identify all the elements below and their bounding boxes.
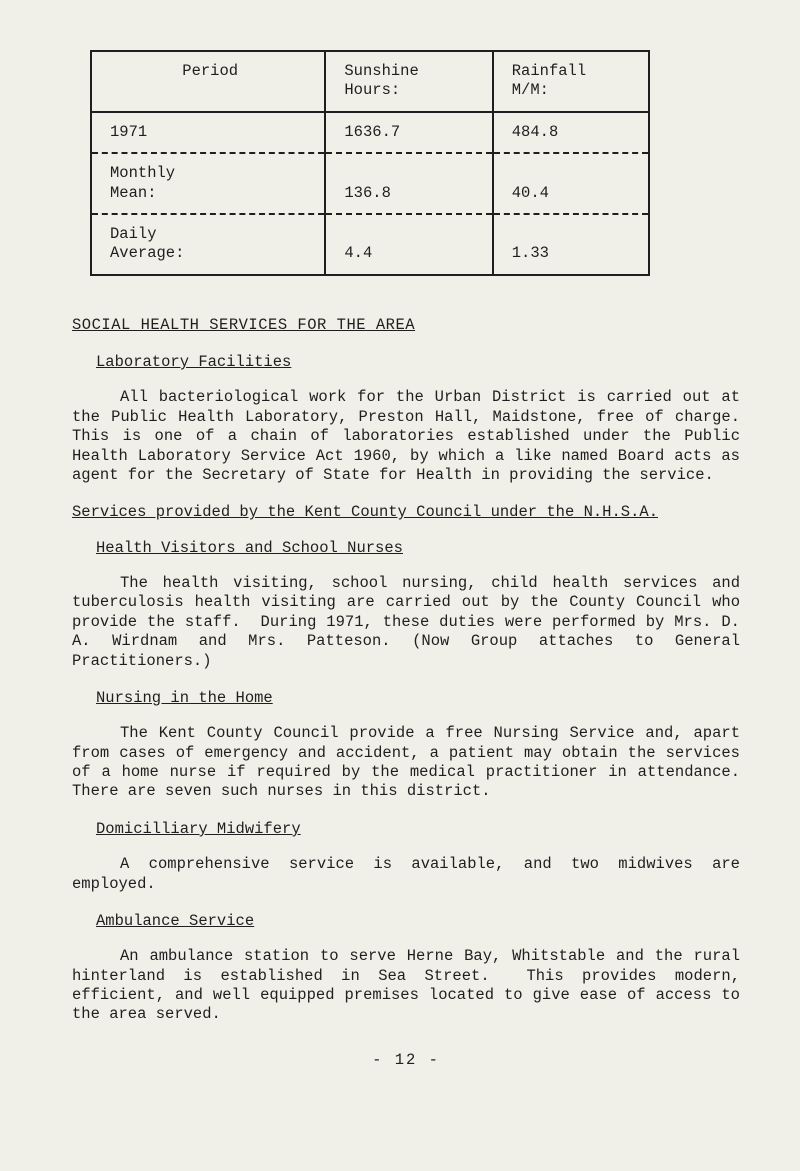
cell-monthly-sun: 136.8 bbox=[344, 184, 391, 202]
th-period-label: Period bbox=[110, 62, 310, 81]
row-daily: Daily Average: 4.4 1.33 bbox=[91, 214, 649, 275]
th-sunshine: Sunshine Hours: bbox=[325, 51, 492, 112]
services-heading: Services provided by the Kent County Cou… bbox=[72, 503, 740, 522]
cell-daily-sun: 4.4 bbox=[344, 244, 372, 262]
cell-monthly-l1: Monthly bbox=[110, 164, 310, 183]
nursing-para: The Kent County Council provide a free N… bbox=[72, 724, 740, 802]
amb-para: An ambulance station to serve Herne Bay,… bbox=[72, 947, 740, 1025]
climate-table: Period Sunshine Hours: Rainfall M/M: 197… bbox=[90, 50, 650, 276]
dom-para: A comprehensive service is available, an… bbox=[72, 855, 740, 894]
cell-daily-rain: 1.33 bbox=[512, 244, 549, 262]
dom-heading: Domicilliary Midwifery bbox=[96, 820, 740, 839]
hv-heading: Health Visitors and School Nurses bbox=[96, 539, 740, 558]
cell-monthly-rain: 40.4 bbox=[512, 184, 549, 202]
cell-daily-label: Average: bbox=[110, 244, 310, 263]
th-rainfall: Rainfall M/M: bbox=[493, 51, 649, 112]
cell-year-label: 1971 bbox=[110, 123, 147, 141]
th-rainfall-l1: Rainfall bbox=[512, 62, 634, 81]
th-rainfall-l2: M/M: bbox=[512, 81, 634, 100]
cell-monthly-label: Mean: bbox=[110, 184, 310, 203]
cell-year-rain: 484.8 bbox=[512, 123, 559, 141]
cell-daily-l1: Daily bbox=[110, 225, 310, 244]
lab-heading: Laboratory Facilities bbox=[96, 353, 740, 372]
cell-year-sun: 1636.7 bbox=[344, 123, 400, 141]
th-period: Period bbox=[91, 51, 325, 112]
nursing-heading: Nursing in the Home bbox=[96, 689, 740, 708]
row-monthly: Monthly Mean: 136.8 40.4 bbox=[91, 153, 649, 214]
section-title: SOCIAL HEALTH SERVICES FOR THE AREA bbox=[72, 316, 740, 335]
page-number: - 12 - bbox=[72, 1051, 740, 1070]
th-sunshine-l1: Sunshine bbox=[344, 62, 477, 81]
hv-para: The health visiting, school nursing, chi… bbox=[72, 574, 740, 671]
row-1971: 1971 1636.7 484.8 bbox=[91, 112, 649, 153]
th-sunshine-l2: Hours: bbox=[344, 81, 477, 100]
amb-heading: Ambulance Service bbox=[96, 912, 740, 931]
lab-para: All bacteriological work for the Urban D… bbox=[72, 388, 740, 485]
